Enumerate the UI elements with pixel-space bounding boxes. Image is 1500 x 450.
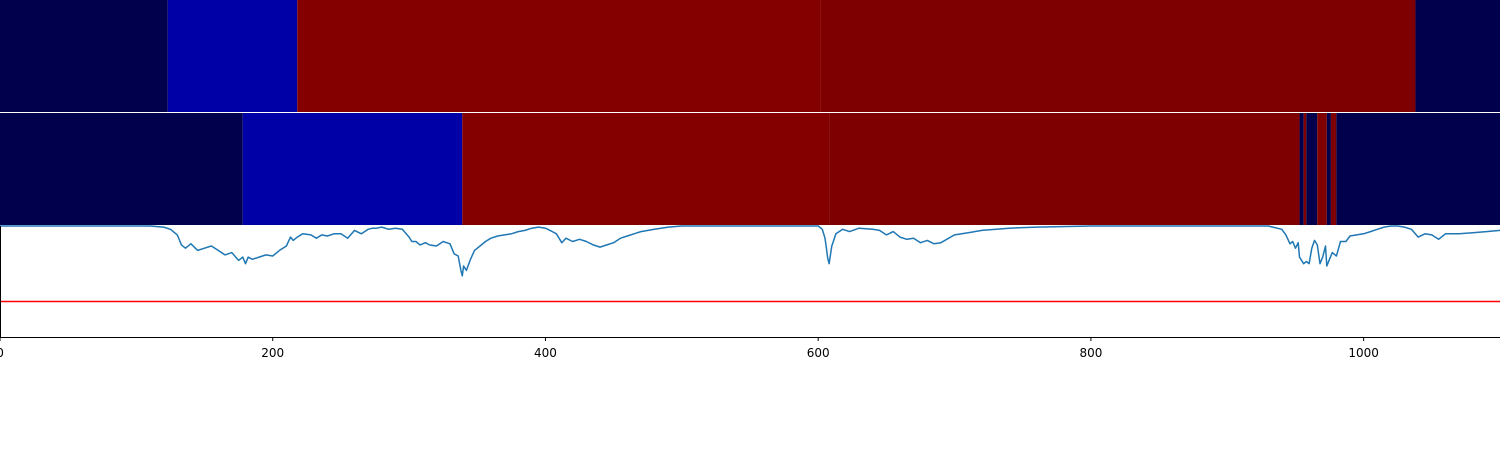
segment-r2-9 (1326, 113, 1331, 225)
segment-r1-5 (1415, 0, 1500, 112)
x-axis: 0 200 400 600 800 1000 (0, 337, 1379, 360)
segment-row-1 (0, 0, 1500, 112)
segment-r2-8 (1317, 113, 1327, 225)
x-tick-label-400: 400 (534, 346, 557, 360)
line-panel-background (0, 226, 1500, 337)
segment-r1-1 (0, 0, 168, 112)
x-tick-label-1000: 1000 (1348, 346, 1379, 360)
x-tick-label-200: 200 (261, 346, 284, 360)
segment-r2-7 (1306, 113, 1318, 225)
segment-row-2 (0, 113, 1500, 225)
segment-r1-3 (297, 0, 821, 112)
segment-r2-11 (1336, 113, 1500, 225)
score-line (0, 225, 1500, 277)
x-tick-label-800: 800 (1079, 346, 1102, 360)
line-panel (0, 225, 1500, 338)
x-tick-label-600: 600 (807, 346, 830, 360)
segment-r2-6 (1303, 113, 1307, 225)
segment-r2-3 (462, 113, 830, 225)
segment-r2-4 (829, 113, 1300, 225)
segment-r2-1 (0, 113, 243, 225)
x-tick-label-0: 0 (0, 346, 4, 360)
segment-r2-10 (1330, 113, 1337, 225)
segment-r2-2 (242, 113, 463, 225)
segment-r1-2 (167, 0, 298, 112)
segment-r2-5 (1299, 113, 1304, 225)
segment-r1-4 (820, 0, 1416, 112)
